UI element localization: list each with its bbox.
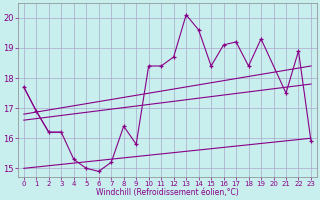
X-axis label: Windchill (Refroidissement éolien,°C): Windchill (Refroidissement éolien,°C) [96, 188, 239, 197]
